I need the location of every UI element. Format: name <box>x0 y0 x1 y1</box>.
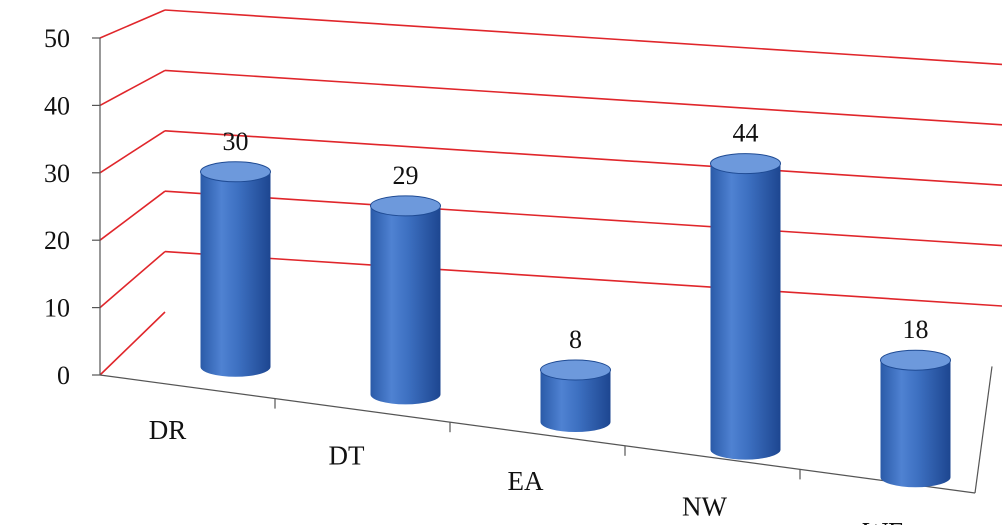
floor-edge <box>974 366 993 494</box>
y-tick-label: 30 <box>44 159 70 188</box>
y-tick-label: 50 <box>44 24 70 53</box>
gridline <box>164 69 1002 126</box>
x-axis <box>99 374 976 494</box>
bar-body <box>880 360 951 488</box>
bar-cylinder <box>200 161 271 377</box>
data-label: 18 <box>903 315 929 344</box>
gridline <box>164 190 1002 247</box>
y-tick-label: 40 <box>44 91 70 120</box>
data-labels: 30 29 8 44 18 <box>223 119 929 354</box>
data-label: 44 <box>733 119 759 148</box>
gridline-side <box>99 250 166 309</box>
gridline-side <box>99 9 166 39</box>
category-label: NW <box>682 492 727 522</box>
category-label: DT <box>329 440 365 470</box>
bar-top <box>370 195 441 217</box>
bar-cylinder <box>710 153 781 460</box>
gridline <box>164 250 1002 307</box>
gridline <box>164 9 1002 66</box>
bar-top <box>540 359 611 381</box>
y-tick-label: 10 <box>44 294 70 323</box>
bar-top <box>200 161 271 183</box>
data-label: 8 <box>569 325 582 354</box>
axes <box>92 37 993 494</box>
bar-body <box>370 205 441 405</box>
gridline-side <box>99 130 166 174</box>
gridline-side <box>99 311 166 376</box>
gridline-side <box>99 190 166 241</box>
data-label: 30 <box>223 127 249 156</box>
y-tick-label: 0 <box>57 361 70 390</box>
bar-cylinder <box>540 359 611 432</box>
y-tick-label: 20 <box>44 226 70 255</box>
gridlines <box>99 9 1002 376</box>
category-labels: DR DT EA NW WE <box>149 415 905 525</box>
data-label: 29 <box>393 161 419 190</box>
bar-body <box>710 163 781 460</box>
bar-cylinder <box>370 195 441 405</box>
bar-top <box>710 153 781 175</box>
gridline <box>164 130 1002 187</box>
bar-top <box>880 349 951 371</box>
y-tick-labels: 0 10 20 30 40 50 <box>44 24 70 390</box>
category-label: DR <box>149 415 187 445</box>
bar-body <box>540 370 611 432</box>
bar-body <box>200 171 271 377</box>
category-label: EA <box>508 466 544 496</box>
bars <box>200 153 951 488</box>
category-label: WE <box>863 517 905 525</box>
gridline-side <box>99 69 166 107</box>
bar-cylinder <box>880 349 951 488</box>
